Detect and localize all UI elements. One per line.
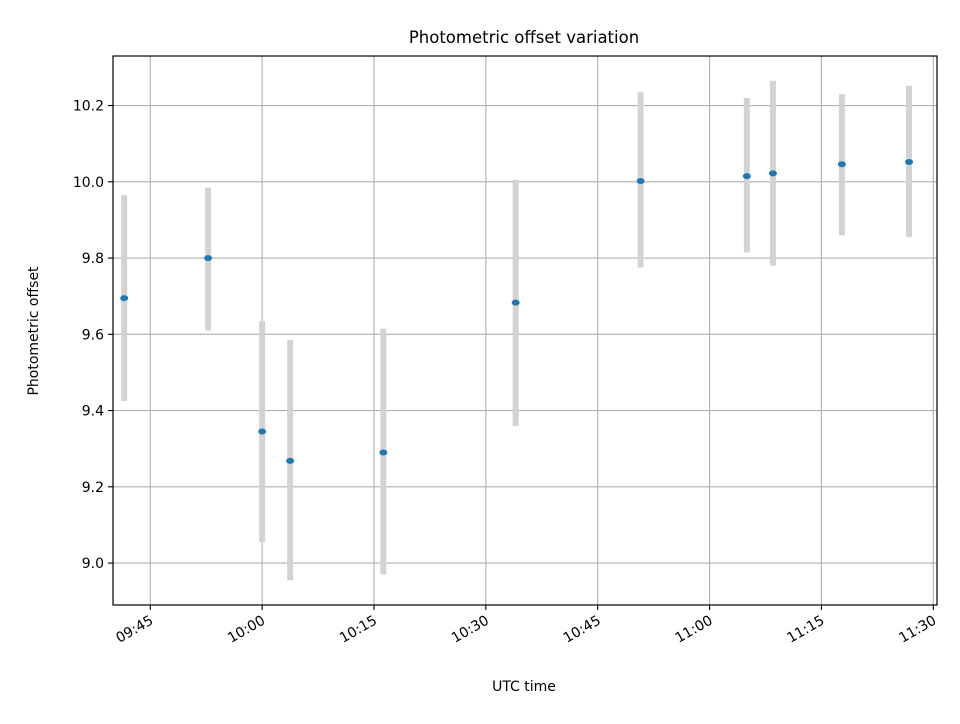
chart-title: Photometric offset variation: [409, 28, 639, 47]
data-point: [768, 170, 777, 177]
y-tick-label: 9.2: [82, 480, 104, 496]
y-tick-label: 9.6: [82, 327, 104, 343]
plot-frame: [112, 55, 938, 606]
data-point: [379, 449, 388, 456]
grid: [113, 56, 937, 605]
data-point: [286, 457, 295, 464]
y-tick-label: 10.0: [73, 175, 104, 191]
y-tick-label: 9.8: [82, 251, 104, 267]
y-axis-label: Photometric offset: [26, 266, 42, 396]
data-point: [511, 299, 520, 306]
data-points: [120, 158, 914, 464]
data-point: [837, 161, 846, 168]
y-axis-ticks: 9.0 9.2 9.4 9.6 9.8 10.0 10.2: [73, 99, 113, 572]
x-axis-label: UTC time: [492, 679, 556, 695]
data-point: [636, 178, 645, 185]
data-point: [258, 428, 267, 435]
y-tick-label: 10.2: [73, 99, 104, 115]
data-point: [120, 295, 129, 302]
data-point: [905, 158, 914, 165]
y-tick-label: 9.4: [82, 404, 104, 420]
data-point: [742, 173, 751, 180]
y-tick-label: 9.0: [82, 556, 104, 572]
data-point: [204, 255, 213, 262]
